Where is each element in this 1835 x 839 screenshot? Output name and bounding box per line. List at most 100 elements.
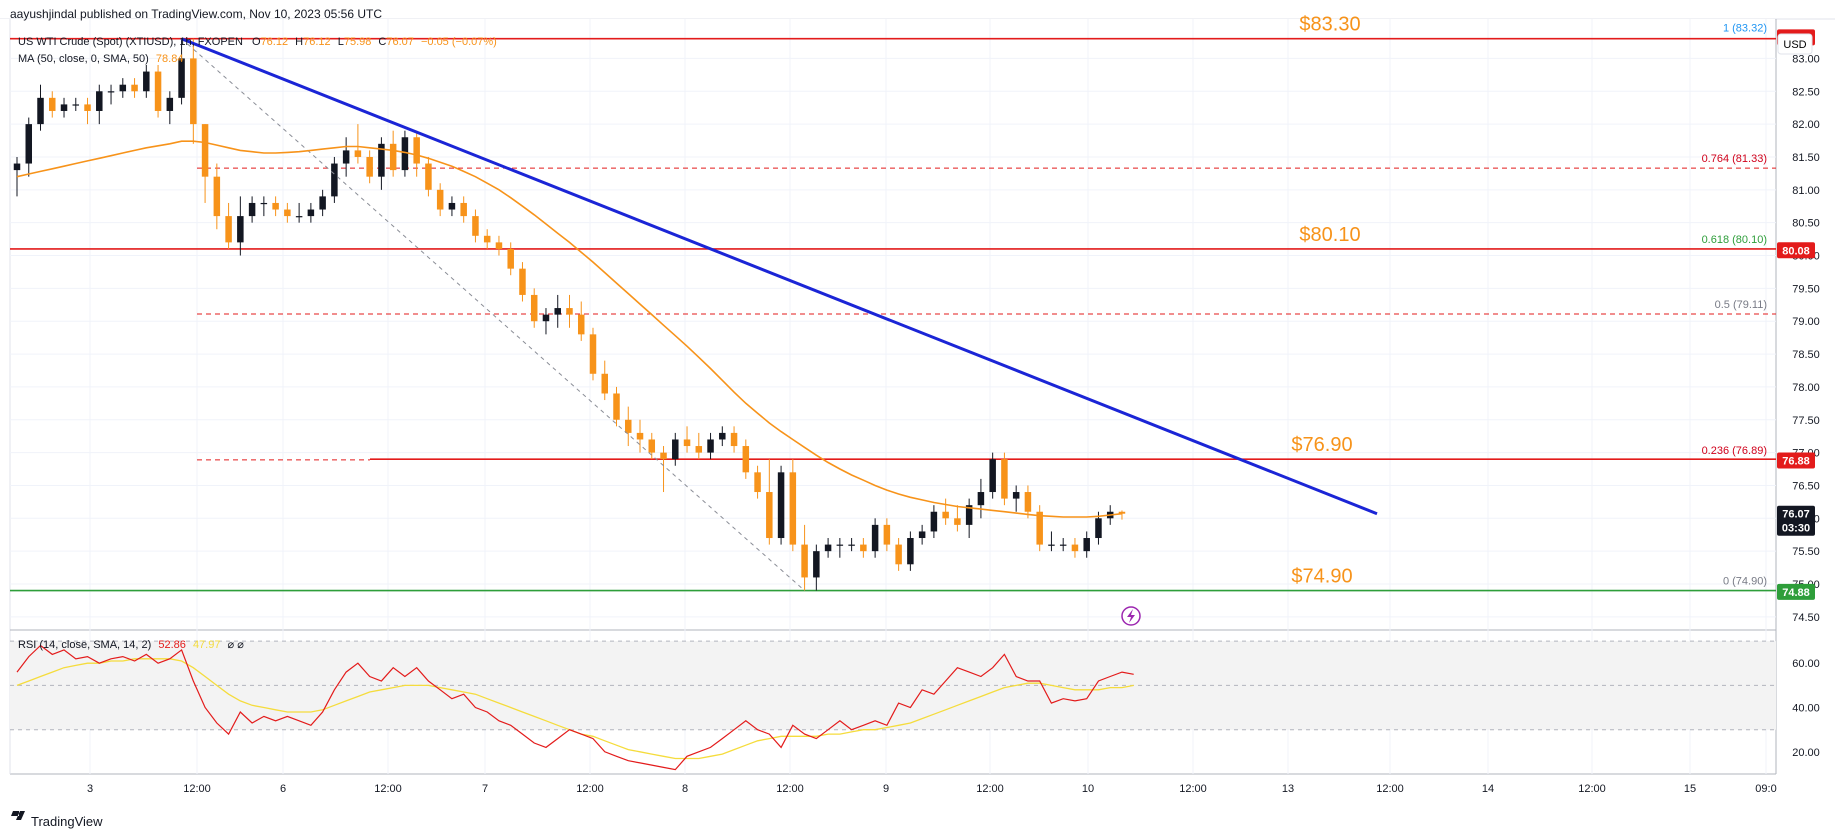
currency-label: USD [1783,39,1806,51]
fib-label: 0.5 (79.11) [1715,299,1767,311]
candle-body [742,446,750,473]
candle-body [284,209,291,217]
time-axis[interactable]: 3 12:00 6 12:00 7 12:00 8 12:00 9 12:00 10 12:00 13 1… [87,783,1777,795]
lightning-glyph [1127,609,1135,623]
candle-body [625,419,632,433]
close-label: C [378,36,386,48]
candle-body [871,524,879,552]
candle-body [954,518,961,525]
price-pill [1777,505,1815,536]
open-value: 76.12 [261,36,289,48]
candle-body [237,216,244,243]
low-value: 75.98 [344,36,372,48]
candle-body [119,84,127,92]
rsi-line [16,644,1134,771]
candle-body [166,97,174,111]
candle-body [977,492,985,506]
candle-body [907,538,914,565]
price-tick-label: 78.00 [1792,382,1820,394]
candle-body [342,150,350,164]
candle-body [413,137,420,164]
candle-body [1024,492,1032,512]
candle-body [730,432,738,447]
candle-body [295,216,303,218]
candle-body [848,544,855,546]
candle-body [354,150,362,157]
fib-diagonal-line [181,38,805,591]
horizontal-levels: $83.30 $80.10 $76.90 $74.90 [10,14,1776,592]
price-pill-label: 74.88 [1782,587,1810,599]
price-pill-countdown: 03:30 [1782,523,1810,535]
price-tick-label: 76.50 [1792,480,1820,492]
candle-body [577,314,585,335]
tradingview-logo[interactable]: TradingView [11,811,103,829]
candle-body [60,104,68,111]
time-tick-label: 12:00 [1578,783,1606,795]
candle-body [190,58,197,125]
time-tick-label: 12:00 [374,783,402,795]
time-tick-label: 13 [1282,783,1294,795]
candle-body [930,511,938,532]
candle-body [789,472,797,545]
candle-body [707,439,714,453]
price-tick-label: 77.50 [1792,415,1820,427]
time-tick-label: 12:00 [776,783,804,795]
candle-body [601,373,608,394]
change-value: −0.05 (−0.07%) [421,36,497,48]
candle-body [272,202,279,210]
rsi-tick-label: 60.00 [1792,658,1820,670]
candle-body [589,334,597,374]
fib-label: 1 (83.32) [1723,22,1767,34]
candle-body [84,104,91,111]
time-tick-label: 10 [1082,783,1094,795]
candle-body [49,97,56,111]
price-tick-label: 75.50 [1792,546,1820,558]
candle-body [507,248,514,269]
event-marker[interactable] [1121,606,1141,626]
candle-body [942,511,949,519]
candle-body [836,544,844,546]
rsi-tick-label: 40.00 [1792,703,1820,715]
price-pill-label: 80.08 [1782,245,1810,257]
price-tick-label: 78.50 [1792,349,1820,361]
price-tick-label: 81.00 [1792,185,1820,197]
time-tick-label: 12:00 [576,783,604,795]
candle-body [695,446,703,453]
publisher-text: aayushjindal published on TradingView.co… [10,7,382,21]
level-label: $83.30 [1299,14,1360,36]
rsi-label: RSI (14, close, SMA, 14, 2) [18,639,151,651]
price-pill [1777,452,1815,469]
time-tick-label: 7 [482,783,488,795]
currency-button[interactable] [1777,33,1813,55]
close-value: 76.07 [386,36,414,48]
candle-body [1071,544,1079,552]
candle-body [989,459,996,493]
candle-body [378,143,385,177]
candle-body [460,202,467,217]
rsi-value: 52.86 [158,639,186,651]
candle-body [401,137,409,171]
candle-body [131,84,138,92]
candle-body [766,492,773,539]
price-tick-label: 82.50 [1792,86,1820,98]
candle-body [660,452,667,460]
candle-body [895,544,902,565]
time-tick-label: 09:0 [1755,783,1776,795]
candle-body [1095,518,1102,539]
candle-body [483,235,491,243]
candle-body [319,196,326,210]
time-tick-label: 3 [87,783,93,795]
fib-label: 0.618 (80.10) [1702,234,1767,246]
candle-body [1001,459,1008,499]
candle-body [389,143,397,171]
candle-body [965,505,973,525]
rsi-legend: RSI (14, close, SMA, 14, 2) 52.86 47.97 … [18,639,244,651]
fib-label: 0 (74.90) [1723,576,1767,588]
candle-body [1118,511,1126,514]
candle-body [472,216,479,236]
fib-label: 0.764 (81.33) [1702,153,1767,165]
price-axis[interactable]: 83.0082.5082.0081.5081.0080.5080.0079.50… [1792,53,1820,758]
high-value: 76.12 [303,36,331,48]
indicator-lines [16,37,1378,591]
